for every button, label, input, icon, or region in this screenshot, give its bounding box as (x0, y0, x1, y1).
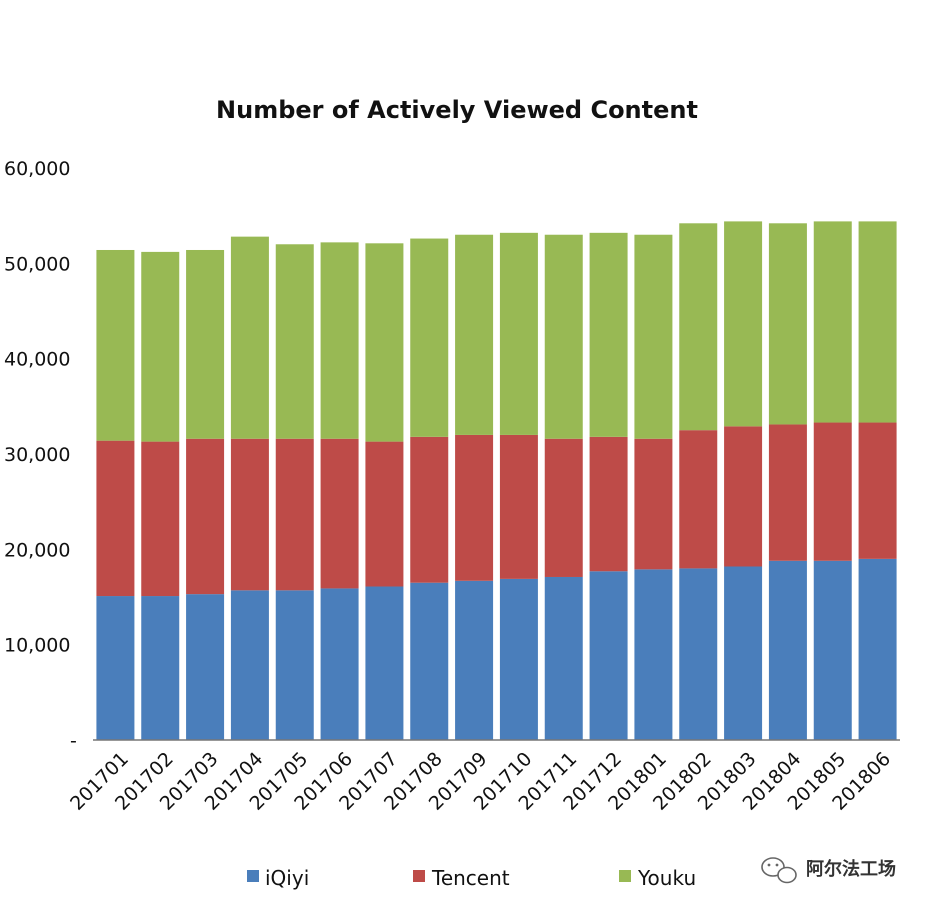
bar-tencent-201701 (96, 440, 135, 597)
bar-youku-201804 (768, 223, 807, 425)
bar-youku-201707 (365, 243, 404, 442)
wechat-icon (761, 857, 797, 884)
bar-iqiyi-201706 (320, 588, 359, 740)
y-tick-label: 20,000 (4, 539, 70, 561)
bar-tencent-201702 (141, 441, 180, 597)
bar-tencent-201705 (275, 438, 314, 591)
bar-tencent-201712 (589, 436, 628, 572)
y-tick-label: - (70, 730, 77, 752)
bar-tencent-201803 (724, 426, 763, 567)
bar-iqiyi-201805 (813, 560, 852, 740)
legend-label-tencent: Tencent (431, 866, 510, 890)
bar-youku-201805 (813, 221, 852, 423)
bar-youku-201703 (186, 249, 225, 439)
bar-youku-201709 (455, 234, 494, 435)
y-tick-label: 50,000 (4, 253, 70, 275)
bar-youku-201704 (230, 236, 269, 439)
bar-iqiyi-201702 (141, 596, 180, 740)
y-tick-label: 60,000 (4, 158, 70, 180)
bar-youku-201710 (499, 232, 538, 435)
bar-tencent-201708 (410, 436, 449, 583)
bar-tencent-201801 (634, 438, 673, 570)
bar-iqiyi-201802 (679, 568, 718, 740)
bar-youku-201802 (679, 223, 718, 431)
bar-tencent-201706 (320, 438, 359, 589)
y-tick-label: 30,000 (4, 444, 70, 466)
plot-area (96, 221, 897, 740)
legend-swatch-iqiyi (247, 870, 259, 882)
legend-swatch-youku (619, 870, 631, 882)
bar-tencent-201806 (858, 422, 897, 559)
x-axis: 2017012017022017032017042017052017062017… (66, 748, 895, 815)
watermark: 阿尔法工场 (761, 857, 896, 884)
bar-iqiyi-201705 (275, 590, 314, 740)
bar-iqiyi-201708 (410, 582, 449, 740)
bar-youku-201708 (410, 238, 449, 437)
bar-youku-201706 (320, 242, 359, 439)
bar-youku-201712 (589, 232, 628, 437)
bar-tencent-201703 (186, 438, 225, 595)
bar-youku-201701 (96, 249, 135, 441)
bar-tencent-201710 (499, 434, 538, 579)
bar-iqiyi-201803 (724, 566, 763, 740)
y-axis: - 10,000 20,000 30,000 40,000 50,000 60,000 (4, 158, 77, 752)
bar-iqiyi-201712 (589, 571, 628, 740)
watermark-text: 阿尔法工场 (806, 858, 896, 880)
bar-youku-201705 (275, 244, 314, 439)
y-tick-label: 10,000 (4, 635, 70, 657)
bar-iqiyi-201804 (768, 560, 807, 740)
legend-swatch-tencent (413, 870, 425, 882)
bar-youku-201803 (724, 221, 763, 427)
bar-youku-201702 (141, 251, 180, 442)
bar-iqiyi-201707 (365, 586, 404, 740)
bar-tencent-201804 (768, 424, 807, 561)
bar-youku-201801 (634, 234, 673, 439)
bar-iqiyi-201703 (186, 594, 225, 740)
bar-youku-201711 (544, 234, 583, 439)
bar-iqiyi-201701 (96, 596, 135, 740)
legend: iQiyi Tencent Youku (247, 866, 696, 890)
y-tick-label: 40,000 (4, 349, 70, 371)
bar-tencent-201709 (455, 434, 494, 581)
bar-tencent-201805 (813, 422, 852, 561)
bar-youku-201806 (858, 221, 897, 423)
legend-label-youku: Youku (637, 866, 696, 890)
bar-iqiyi-201709 (455, 580, 494, 740)
bar-iqiyi-201704 (230, 590, 269, 740)
bar-tencent-201704 (230, 438, 269, 591)
bar-iqiyi-201710 (499, 578, 538, 740)
bar-tencent-201711 (544, 438, 583, 577)
bar-iqiyi-201801 (634, 569, 673, 740)
bar-tencent-201802 (679, 430, 718, 569)
chart-title: Number of Actively Viewed Content (216, 96, 698, 124)
bar-iqiyi-201806 (858, 558, 897, 740)
bar-tencent-201707 (365, 441, 404, 587)
bar-iqiyi-201711 (544, 576, 583, 740)
legend-label-iqiyi: iQiyi (265, 866, 309, 890)
